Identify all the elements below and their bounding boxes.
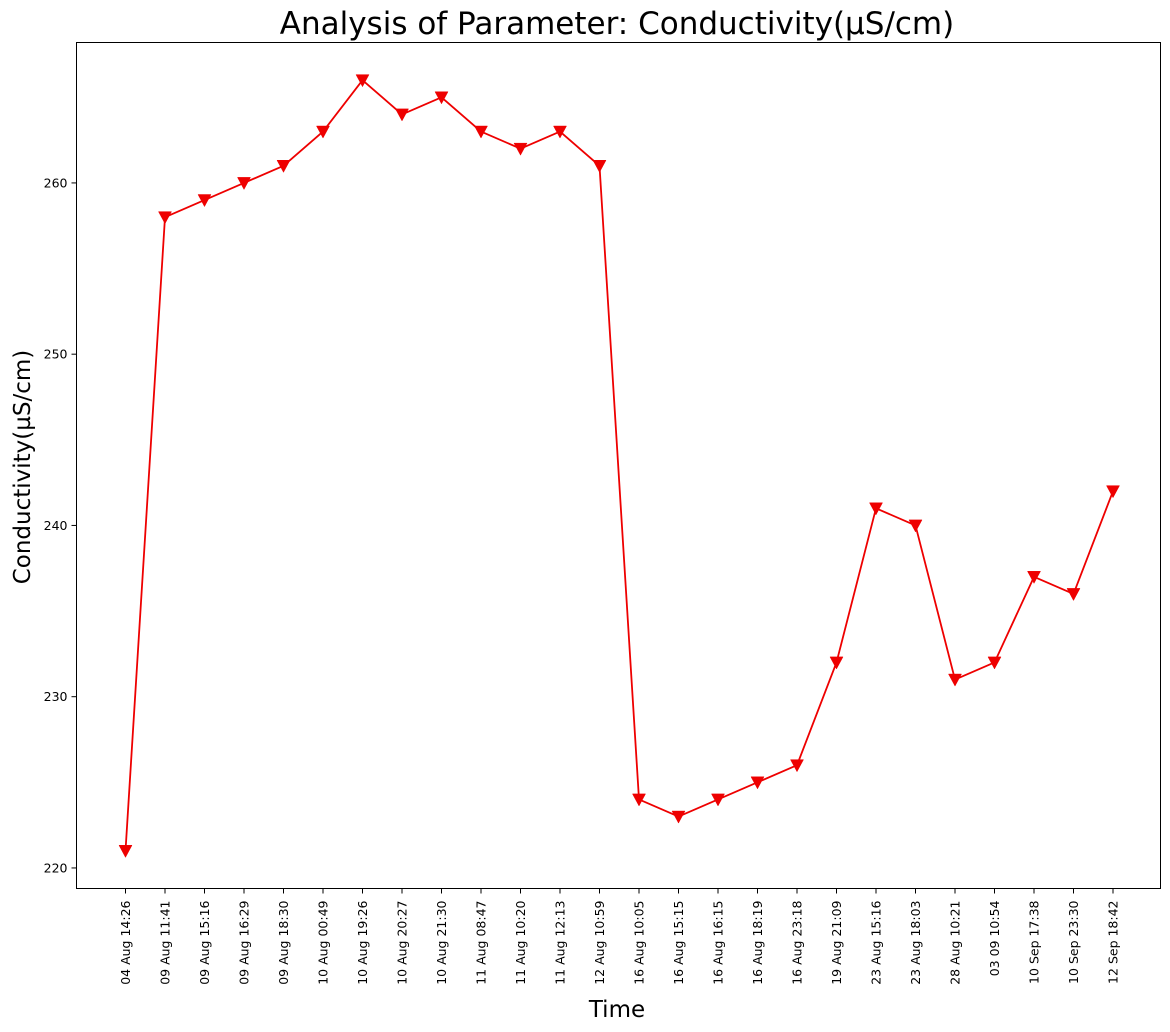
x-tick-label: 28 Aug 10:21: [948, 901, 963, 985]
data-point-marker: [750, 776, 765, 790]
x-tick-label: 09 Aug 16:29: [237, 900, 252, 984]
plot-frame: [76, 42, 1161, 889]
y-tick-label: 260: [44, 175, 68, 190]
data-point-marker: [355, 74, 370, 88]
x-axis-label: Time: [588, 997, 645, 1023]
data-point-marker: [987, 656, 1002, 670]
x-tick-label: 19 Aug 21:09: [829, 900, 844, 984]
data-point-marker: [474, 125, 488, 139]
data-point-marker: [632, 793, 646, 807]
data-point-marker: [276, 160, 291, 173]
y-axis-label: Conductivity(µS/cm): [10, 350, 36, 585]
data-point-marker: [1106, 485, 1120, 499]
x-axis: 04 Aug 14:26 09 Aug 11:41 09 Aug 15:16 09 A…: [118, 888, 1121, 985]
data-point-marker: [1027, 571, 1041, 584]
x-tick-label: 04 Aug 14:26: [118, 900, 133, 984]
data-point-marker: [711, 793, 725, 807]
plot-area: [118, 74, 1120, 858]
data-point-marker: [316, 125, 330, 139]
x-tick-label: 11 Aug 10:20: [513, 900, 528, 984]
x-tick-label: 09 Aug 15:16: [197, 900, 212, 984]
data-point-marker: [237, 177, 251, 190]
x-tick-label: 10 Aug 21:30: [434, 900, 449, 984]
data-point-marker: [948, 673, 962, 687]
y-tick-label: 250: [44, 347, 68, 362]
x-tick-label: 11 Aug 12:13: [553, 901, 568, 985]
x-tick-label: 16 Aug 16:15: [711, 901, 726, 985]
y-tick-label: 230: [44, 689, 68, 704]
x-tick-label: 09 Aug 18:30: [276, 900, 291, 984]
data-point-marker: [513, 142, 528, 156]
x-tick-label: 23 Aug 15:16: [869, 900, 884, 984]
y-tick-label: 220: [44, 860, 68, 875]
x-tick-label: 16 Aug 15:15: [671, 901, 686, 985]
series-line: [124, 79, 1114, 851]
data-point-marker: [553, 125, 567, 139]
x-tick-label: 16 Aug 10:05: [632, 901, 647, 985]
x-tick-label: 11 Aug 08:47: [474, 901, 489, 985]
data-point-marker: [434, 91, 449, 105]
x-tick-label: 10 Sep 17:38: [1027, 900, 1042, 983]
chart-title: Analysis of Parameter: Conductivity(µS/c…: [280, 6, 954, 42]
x-tick-label: 23 Aug 18:03: [908, 901, 923, 985]
x-tick-label: 10 Aug 20:27: [395, 901, 410, 985]
data-point-marker: [118, 845, 133, 858]
data-point-marker: [1066, 588, 1081, 601]
data-point-marker: [671, 810, 686, 824]
x-tick-label: 10 Aug 00:49: [316, 900, 331, 984]
y-tick-label: 240: [44, 518, 68, 533]
x-tick-label: 09 Aug 11:41: [158, 901, 173, 985]
data-point-marker: [790, 759, 804, 773]
data-point-marker: [908, 519, 923, 533]
x-tick-label: 16 Aug 18:19: [750, 900, 765, 984]
x-tick-label: 12 Aug 10:59: [592, 900, 607, 984]
x-tick-label: 10 Sep 23:30: [1066, 900, 1081, 983]
y-axis: 220 230 240 250 260: [44, 175, 77, 875]
data-point-marker: [197, 194, 212, 208]
data-point-marker: [829, 656, 844, 670]
x-tick-label: 03 09 10:54: [987, 900, 1002, 976]
x-tick-label: 16 Aug 23:18: [790, 900, 805, 984]
data-point-marker: [869, 502, 883, 516]
data-point-marker: [395, 108, 409, 122]
x-tick-label: 10 Aug 19:26: [355, 900, 370, 984]
data-point-marker: [592, 160, 607, 173]
x-tick-label: 12 Sep 18:42: [1106, 901, 1121, 984]
data-point-marker: [158, 211, 172, 225]
